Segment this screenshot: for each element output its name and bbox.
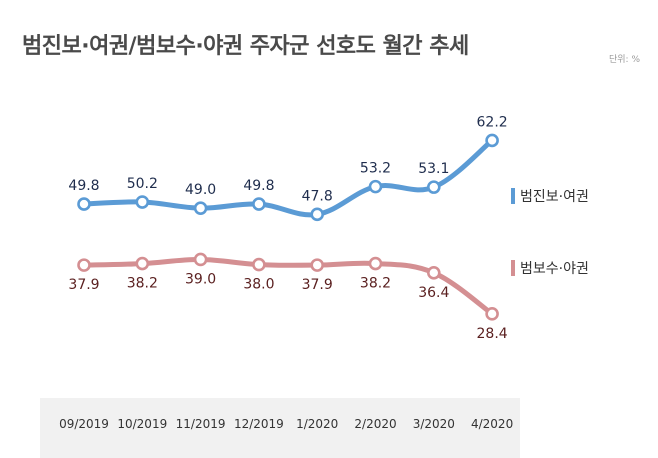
data-label-s0-5: 53.2 — [360, 161, 391, 177]
data-label-s0-2: 49.0 — [185, 182, 216, 198]
data-point-s0-7 — [485, 133, 499, 148]
data-label-s1-0: 37.9 — [68, 277, 99, 293]
x-tick-label-7: 4/2020 — [471, 417, 513, 431]
x-tick-label-0: 09/2019 — [59, 417, 109, 431]
data-point-s0-3 — [252, 197, 266, 211]
legend-label-progressive: 범진보·여권 — [520, 189, 589, 205]
data-label-s0-7: 62.2 — [477, 114, 508, 130]
legend-swatch-conservative — [511, 260, 515, 276]
data-label-s0-6: 53.1 — [418, 161, 449, 177]
data-label-s0-0: 49.8 — [68, 178, 99, 194]
data-label-s1-2: 39.0 — [185, 271, 216, 287]
x-tick-label-5: 2/2020 — [354, 417, 396, 431]
data-point-s0-2 — [193, 201, 208, 215]
data-label-s1-7: 28.4 — [477, 326, 508, 342]
legend-area — [520, 56, 658, 458]
chart-title: 범진보·여권/범보수·야권 주자군 선호도 월간 추세 — [22, 34, 469, 59]
x-axis-band — [40, 398, 520, 458]
x-tick-label-3: 12/2019 — [234, 417, 284, 431]
data-label-s0-3: 49.8 — [243, 178, 274, 194]
data-point-s0-4 — [310, 207, 325, 222]
legend-item-conservative: 범보수·야권 — [511, 258, 589, 278]
x-tick-label-6: 3/2020 — [413, 417, 455, 431]
data-point-s0-5 — [368, 179, 383, 194]
data-point-s1-3 — [252, 257, 266, 272]
data-point-s1-0 — [77, 258, 91, 272]
data-point-s0-0 — [77, 197, 91, 211]
data-point-s1-1 — [135, 256, 150, 271]
data-label-s1-4: 37.9 — [302, 277, 333, 293]
legend-swatch-progressive — [511, 188, 515, 204]
legend-label-conservative: 범보수·야권 — [520, 261, 589, 277]
legend-item-progressive: 범진보·여권 — [511, 186, 589, 206]
data-label-s1-1: 38.2 — [127, 276, 158, 292]
data-label-s0-1: 50.2 — [127, 176, 158, 192]
data-point-s1-5 — [368, 256, 383, 271]
x-tick-label-4: 1/2020 — [296, 417, 338, 431]
data-point-s0-1 — [135, 195, 150, 209]
data-label-s1-6: 36.4 — [418, 285, 449, 301]
x-tick-label-2: 11/2019 — [176, 417, 226, 431]
data-label-s1-5: 38.2 — [360, 276, 391, 292]
plot-area — [40, 56, 520, 398]
data-point-s0-6 — [426, 180, 441, 194]
x-tick-label-1: 10/2019 — [117, 417, 167, 431]
unit-label: 단위: % — [608, 55, 640, 65]
data-point-s1-2 — [193, 252, 208, 267]
data-point-s1-4 — [310, 258, 325, 272]
data-label-s1-3: 38.0 — [243, 277, 274, 293]
data-point-s1-7 — [485, 307, 499, 321]
data-label-s0-4: 47.8 — [302, 188, 333, 204]
data-point-s1-6 — [426, 266, 441, 280]
